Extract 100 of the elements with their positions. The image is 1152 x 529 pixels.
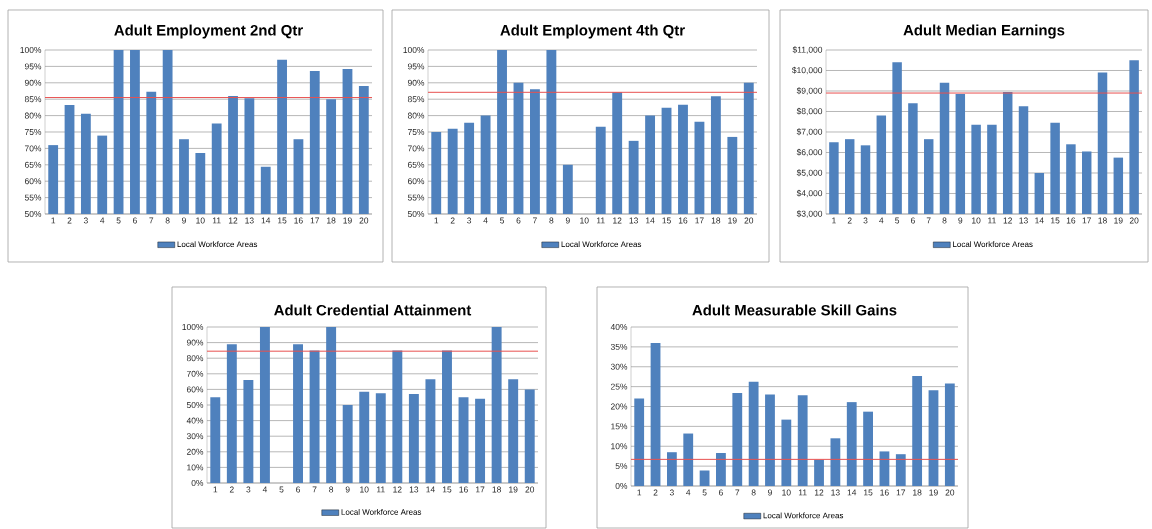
x-tick-label: 15 [1051,217,1060,224]
x-tick-label: 2 [847,217,852,224]
x-tick-label: 6 [133,217,137,224]
x-tick-label: 6 [910,217,915,224]
x-tick-label: 6 [516,217,521,224]
y-tick-label: 100% [403,47,425,53]
x-tick-label: 6 [296,486,301,493]
y-tick-label: 90% [186,339,204,346]
y-tick-label: 30% [610,363,628,370]
y-tick-label: $10,000 [791,66,823,75]
bar [342,405,353,483]
x-tick-label: 11 [212,217,221,224]
y-tick-label: 70% [186,370,204,377]
y-tick-label: $4,000 [796,189,823,198]
bar [814,459,824,486]
x-tick-label: 8 [751,489,756,496]
x-tick-label: 18 [1098,217,1107,224]
x-tick-label: 12 [814,489,824,496]
x-tick-label: 9 [958,217,963,224]
y-tick-label: 20% [610,403,628,410]
x-tick-label: 8 [549,217,554,224]
bar [666,452,677,486]
y-tick-label: $5,000 [796,169,823,177]
x-tick-label: 13 [409,486,419,493]
y-tick-label: 100% [20,47,42,53]
bar [359,391,370,483]
x-tick-label: 7 [926,217,931,224]
x-tick-label: 11 [596,217,605,224]
x-tick-label: 13 [831,489,840,496]
x-tick-label: 3 [863,217,868,224]
x-tick-label: 15 [278,217,287,224]
x-tick-label: 3 [83,217,88,224]
x-tick-label: 12 [1003,217,1012,224]
y-tick-label: 50% [407,211,425,217]
y-tick-label: 80% [186,355,204,362]
x-tick-label: 7 [735,489,740,496]
y-tick-label: 20% [186,448,204,455]
bar [475,398,486,483]
chart-title: Adult Employment 4th Qtr [500,24,685,39]
y-tick-label: 40% [610,324,628,330]
x-tick-label: 17 [310,217,320,224]
x-tick-label: 2 [229,486,234,493]
bar [375,393,386,483]
x-tick-label: 8 [165,217,170,224]
x-tick-label: 8 [942,217,947,224]
y-tick-label: 0% [191,480,204,486]
x-tick-label: 17 [695,217,704,224]
x-tick-label: 2 [450,217,455,224]
x-tick-label: 12 [393,486,402,493]
x-tick-label: 7 [149,217,154,224]
x-tick-label: 20 [359,217,369,224]
x-tick-label: 10 [196,217,205,224]
bar [210,397,221,483]
y-tick-label: $6,000 [796,148,823,157]
x-tick-label: 19 [728,217,737,224]
bar [491,327,502,483]
x-tick-label: 1 [637,489,642,496]
y-tick-label: 95% [407,63,425,70]
y-tick-label: 75% [24,129,42,135]
bar [442,350,452,483]
bar [846,402,857,486]
x-tick-label: 4 [100,217,105,224]
y-tick-label: 80% [407,112,425,119]
x-tick-label: 5 [500,217,505,224]
x-tick-label: 4 [262,486,268,493]
y-tick-label: 15% [611,423,628,430]
chart-title: Adult Median Earnings [903,24,1065,39]
y-tick-label: 30% [186,433,204,440]
x-tick-label: 11 [988,217,996,224]
y-tick-label: $9,000 [796,87,823,95]
x-tick-label: 14 [646,217,655,224]
bar [895,454,906,486]
y-tick-label: 10% [611,443,628,450]
bar [879,451,890,486]
x-tick-label: 15 [864,489,873,496]
x-tick-label: 1 [832,217,836,224]
bar [732,392,743,486]
x-tick-label: 6 [719,489,723,496]
bar [259,327,270,483]
x-tick-label: 19 [929,489,938,496]
x-tick-label: 20 [1129,217,1139,224]
x-tick-label: 7 [533,217,537,224]
bar [309,350,320,483]
y-tick-label: 65% [407,161,425,168]
y-tick-label: 10% [187,464,204,471]
y-tick-label: 70% [24,145,42,152]
y-tick-label: 50% [186,402,204,408]
y-tick-label: $7,000 [796,128,823,136]
x-tick-label: 20 [945,489,955,496]
x-tick-label: 4 [686,489,691,496]
bar [458,397,469,483]
y-tick-label: 0% [615,483,628,489]
y-tick-label: 75% [407,129,425,135]
x-tick-label: 7 [312,486,317,493]
y-tick-label: 55% [24,194,42,201]
bar [243,380,254,483]
x-tick-label: 13 [1019,217,1028,224]
bar [944,383,955,486]
y-tick-label: 60% [407,178,425,185]
x-tick-label: 8 [329,486,334,493]
